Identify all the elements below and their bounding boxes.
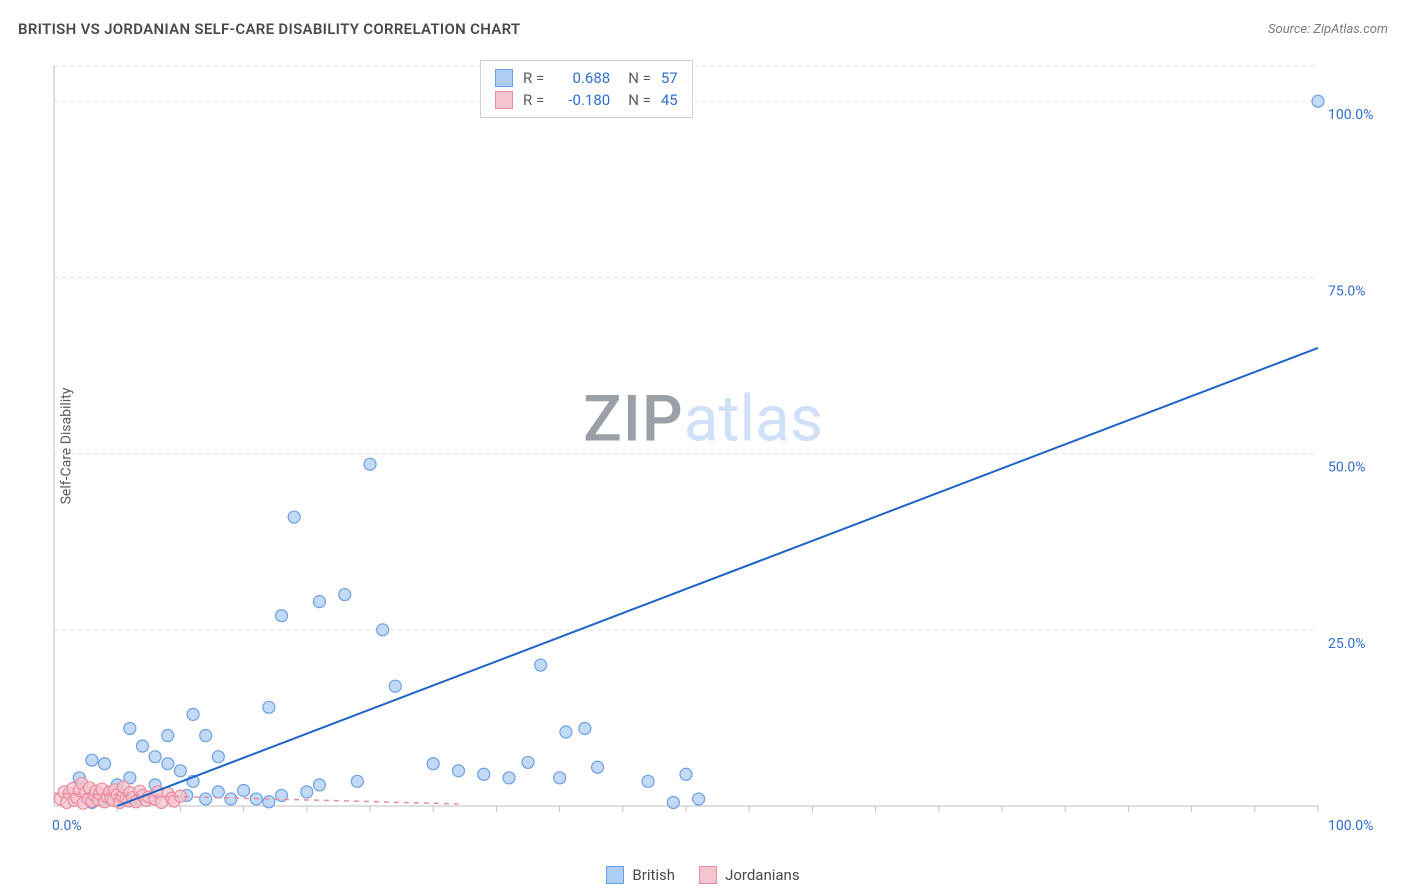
legend-swatch <box>699 866 717 884</box>
series-legend: British Jordanians <box>0 866 1406 884</box>
r-value: -0.180 <box>554 91 610 109</box>
legend-swatch <box>495 69 513 87</box>
r-label: R = <box>523 69 544 87</box>
legend-item: Jordanians <box>699 866 800 884</box>
header: BRITISH VS JORDANIAN SELF-CARE DISABILIT… <box>18 20 1388 38</box>
legend-label: Jordanians <box>725 866 800 884</box>
y-tick-label: 100.0% <box>1328 107 1373 123</box>
r-value: 0.688 <box>554 69 610 87</box>
correlation-legend-box: R = 0.688 N = 57 R = -0.180 N = 45 <box>480 60 693 118</box>
n-value: 57 <box>661 69 678 87</box>
x-tick-label: 0.0% <box>52 818 82 834</box>
source-attribution: Source: ZipAtlas.com <box>1268 22 1388 37</box>
y-tick-label: 50.0% <box>1328 460 1366 476</box>
n-value: 45 <box>661 91 678 109</box>
legend-item: British <box>606 866 675 884</box>
y-tick-label: 75.0% <box>1328 283 1366 299</box>
scatter-chart-svg: 25.0% 50.0% 75.0% 100.0% 0.0% 100.0% <box>48 60 1388 840</box>
n-label: N = <box>628 69 651 87</box>
legend-swatch <box>606 866 624 884</box>
correlation-legend-row: R = -0.180 N = 45 <box>495 89 678 111</box>
r-label: R = <box>523 91 544 109</box>
correlation-legend-row: R = 0.688 N = 57 <box>495 67 678 89</box>
chart-area: 25.0% 50.0% 75.0% 100.0% 0.0% 100.0% <box>48 60 1388 840</box>
n-label: N = <box>628 91 651 109</box>
legend-label: British <box>632 866 675 884</box>
x-tick-label: 100.0% <box>1328 818 1373 834</box>
y-tick-label: 25.0% <box>1328 636 1366 652</box>
legend-swatch <box>495 91 513 109</box>
chart-title: BRITISH VS JORDANIAN SELF-CARE DISABILIT… <box>18 20 520 38</box>
